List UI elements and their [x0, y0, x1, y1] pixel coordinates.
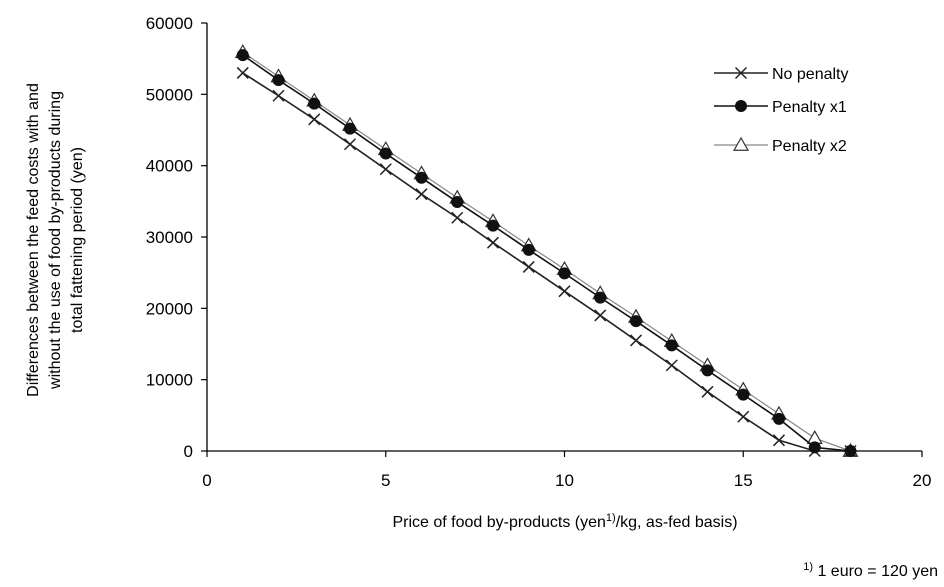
data-point: [451, 211, 464, 224]
data-point: [308, 97, 321, 110]
data-point: [236, 49, 249, 62]
data-point: [701, 364, 714, 377]
y-tick-label: 0: [184, 442, 193, 461]
y-tick-label: 50000: [146, 85, 193, 104]
data-point: [773, 412, 785, 425]
x-tick-label: 20: [913, 471, 932, 490]
data-point: [665, 359, 678, 372]
data-point: [415, 188, 428, 201]
data-point: [379, 147, 392, 160]
data-point: [665, 339, 678, 352]
data-point: [594, 291, 607, 304]
data-point: [415, 171, 428, 184]
data-point: [701, 385, 714, 398]
legend-item: Penalty x1: [714, 99, 847, 116]
x-axis-title: Price of food by-products (yen1)/kg, as-…: [392, 512, 737, 531]
legend-label: Penalty x1: [772, 99, 847, 116]
axes: 0 10000 20000 30000 40000 50000 60000 0 5 10 15 20: [146, 14, 932, 490]
data-point: [379, 163, 392, 176]
legend-marker: [732, 136, 750, 151]
x-tick-label: 0: [202, 471, 211, 490]
data-point: [451, 196, 464, 209]
y-axis-title-line: without the use of food by-products duri…: [47, 91, 64, 390]
data-point: [522, 243, 535, 256]
footnote-mark: 1): [803, 561, 813, 573]
footnote-text: 1 euro = 120 yen: [813, 563, 938, 580]
data-point: [737, 410, 750, 423]
data-point: [808, 441, 821, 454]
series-penalty-x2: [234, 44, 859, 457]
x-axis-title-part1: Price of food by-products (yen: [392, 514, 605, 531]
data-point: [630, 315, 642, 328]
data-point: [344, 122, 356, 135]
y-tick-label: 60000: [146, 14, 193, 33]
data-point: [772, 434, 786, 447]
series-line: [242, 72, 851, 452]
data-point: [558, 267, 571, 280]
series-penalty-x1: [236, 49, 857, 457]
y-tick-label: 20000: [146, 299, 193, 318]
data-point: [343, 138, 357, 151]
data-point: [629, 334, 643, 347]
y-axis-title-line: total fattening period (yen): [69, 147, 86, 333]
data-point: [844, 445, 857, 457]
x-axis-title-part2: /kg, as-fed basis): [616, 514, 738, 531]
y-tick-label: 10000: [146, 371, 193, 390]
x-tick-label: 15: [734, 471, 753, 490]
legend-marker: [735, 100, 747, 112]
data-point: [272, 89, 285, 102]
data-point: [236, 66, 249, 79]
series-line: [242, 51, 851, 452]
series-layer: [234, 44, 859, 458]
data-point: [594, 309, 607, 322]
y-axis-title-line: Differences between the feed costs with …: [25, 83, 42, 397]
x-tick-label: 10: [555, 471, 574, 490]
data-point: [272, 74, 285, 87]
legend-label: No penalty: [772, 66, 849, 83]
legend-item: Penalty x2: [714, 136, 847, 155]
series-line: [242, 54, 851, 452]
y-axis-title: Differences between the feed costs with …: [25, 83, 86, 397]
legend-marker: [734, 66, 748, 80]
y-tick-label: 40000: [146, 157, 193, 176]
legend-item: No penalty: [714, 66, 849, 83]
data-point: [558, 285, 571, 298]
x-axis-title-footnote-mark: 1): [606, 512, 616, 524]
legend-label: Penalty x2: [772, 138, 847, 155]
series-no-penalty: [236, 66, 857, 458]
legend: No penalty Penalty x1 Penalty x2: [714, 66, 849, 155]
y-tick-label: 30000: [146, 228, 193, 247]
data-point: [308, 113, 321, 126]
data-point: [487, 219, 499, 232]
data-point: [522, 260, 535, 273]
data-point: [737, 388, 750, 401]
footnote: 1) 1 euro = 120 yen: [803, 561, 938, 580]
data-point: [486, 236, 500, 249]
x-tick-label: 5: [381, 471, 390, 490]
